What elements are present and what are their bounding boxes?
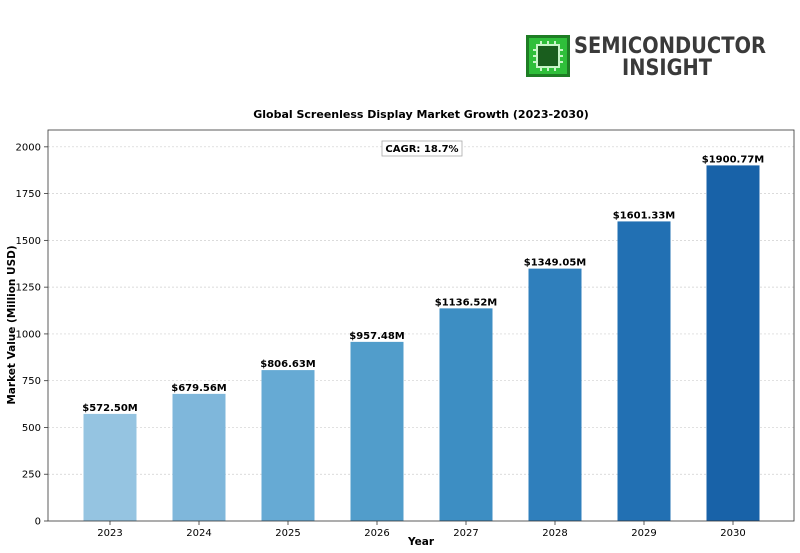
x-tick-label: 2027 [453,528,478,539]
bar-2023 [83,413,137,521]
data-label: $806.63M [260,359,316,370]
data-label: $679.56M [171,383,227,394]
bar-2025 [261,370,315,521]
chip-icon [526,35,570,77]
x-tick-label: 2024 [186,528,211,539]
y-axis-ticks: 0 250 500 750 1000 1250 1500 1750 2000 [16,142,48,528]
bar-2026 [350,341,404,521]
cagr-annotation: CAGR: 18.7% [381,140,463,157]
data-labels: $572.50M $679.56M $806.63M $957.48M $1136.52… [82,154,764,413]
y-tick-label: 1250 [16,283,41,294]
y-tick-label: 2000 [16,142,41,153]
y-axis-label: Market Value (Million USD) [6,245,18,404]
bar-2030 [706,165,760,521]
semiconductor-insight-logo: SEMICONDUCTOR INSIGHT [526,34,766,79]
x-tick-label: 2025 [275,528,300,539]
y-tick-label: 250 [22,470,41,481]
y-tick-label: 750 [22,376,41,387]
chart-title: Global Screenless Display Market Growth … [253,108,589,121]
x-tick-label: 2026 [364,528,389,539]
data-label: $957.48M [349,331,405,342]
x-tick-label: 2029 [631,528,656,539]
bar-2028 [528,268,582,521]
x-tick-label: 2023 [97,528,122,539]
x-axis-label: Year [407,536,435,548]
logo-line1: SEMICONDUCTOR [574,34,766,59]
data-label: $1349.05M [524,258,587,269]
logo-line2: INSIGHT [622,56,712,79]
data-label: $572.50M [82,403,138,414]
plot-frame [47,129,795,522]
bars-group [83,165,760,522]
y-tick-label: 1750 [16,189,41,200]
x-tick-label: 2028 [542,528,567,539]
cagr-annotation-text: CAGR: 18.7% [385,144,458,155]
data-label: $1900.77M [702,154,765,165]
x-axis-ticks: 2023 2024 2025 2026 2027 2028 2029 2030 [97,521,746,539]
y-tick-label: 1000 [16,329,41,340]
x-tick-label: 2030 [720,528,745,539]
y-tick-label: 500 [22,423,41,434]
bar-2024 [172,393,226,521]
data-label: $1136.52M [435,297,498,308]
data-label: $1601.33M [613,210,676,221]
y-tick-label: 1500 [16,236,41,247]
y-tick-label: 0 [35,517,41,528]
bar-2027 [439,308,493,521]
bar-2029 [617,221,671,522]
gridlines [48,146,794,475]
